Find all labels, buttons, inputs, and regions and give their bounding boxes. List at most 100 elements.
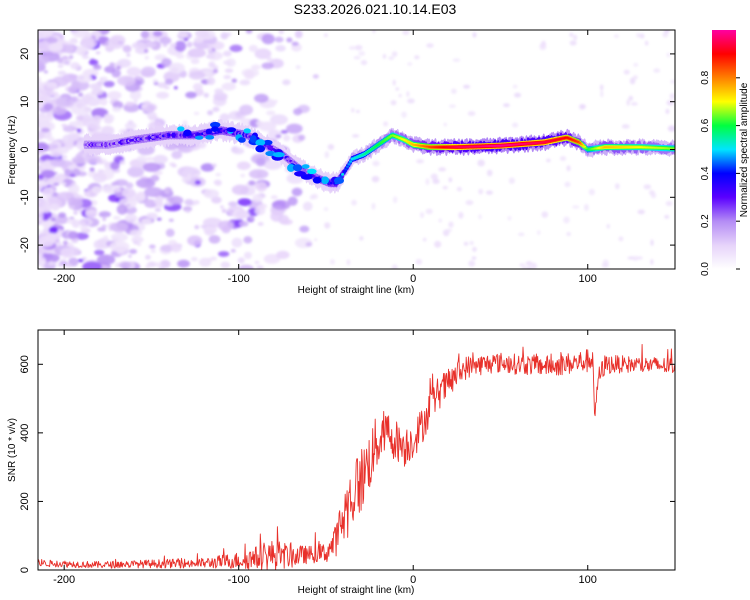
noise-blob (51, 144, 59, 149)
noise-blob (446, 228, 453, 233)
noise-blob (407, 98, 415, 104)
noise-blob (237, 257, 245, 264)
noise-blob (177, 259, 191, 268)
noise-blob (471, 256, 477, 260)
noise-blob (618, 236, 624, 242)
noise-blob (537, 230, 541, 235)
spectrogram-ridge (83, 118, 675, 194)
noise-blob (351, 134, 360, 138)
noise-blob (372, 30, 376, 34)
noise-blob (448, 221, 454, 228)
noise-blob (190, 58, 200, 65)
ridge-layer (83, 129, 675, 185)
noise-blob (95, 51, 101, 55)
noise-blob (91, 88, 104, 96)
noise-blob (633, 62, 639, 67)
noise-blob (57, 64, 64, 68)
noise-blob (206, 46, 213, 53)
ridge-blob (249, 135, 257, 143)
ridge-segment (341, 172, 345, 176)
noise-blob (141, 218, 152, 225)
noise-blob (664, 214, 670, 219)
noise-blob (62, 240, 68, 246)
noise-blob (223, 74, 232, 80)
noise-blob (71, 156, 88, 165)
ridge-segment (345, 165, 350, 168)
noise-blob (236, 161, 251, 170)
noise-blob (145, 156, 155, 162)
noise-blob (109, 62, 115, 68)
noise-blob (606, 223, 610, 229)
noise-blob (45, 113, 53, 117)
noise-blob (43, 30, 55, 35)
noise-blob (250, 64, 261, 70)
noise-blob (131, 236, 144, 243)
noise-blob (309, 195, 315, 200)
noise-blob (144, 199, 157, 208)
noise-blob (38, 75, 41, 84)
noise-blob (69, 173, 76, 177)
colorbar-axis: 0.0 0.2 0.4 0.6 0.8 (700, 70, 740, 276)
noise-blob (187, 48, 206, 58)
noise-blob (324, 151, 330, 159)
y-tick-label: 0 (19, 567, 31, 573)
noise-blob (254, 260, 260, 264)
y-tick-label: -20 (19, 237, 31, 253)
noise-blob (372, 160, 380, 167)
noise-blob (666, 100, 674, 106)
noise-blob (60, 257, 67, 262)
noise-blob (402, 30, 410, 35)
noise-blob (176, 53, 185, 59)
noise-blob (103, 80, 115, 88)
noise-blob (415, 258, 423, 265)
noise-blob (291, 187, 303, 197)
noise-blob (173, 86, 178, 90)
x-tick-label: 100 (579, 273, 597, 285)
noise-blob (153, 197, 164, 205)
noise-blob (183, 177, 191, 184)
noise-blob (458, 211, 464, 219)
noise-blob (135, 178, 156, 189)
noise-blob (346, 259, 351, 266)
noise-blob (228, 201, 238, 207)
colorbar-tick-label: 0.0 (700, 262, 711, 276)
noise-blob (199, 257, 212, 267)
noise-blob (46, 81, 58, 89)
snr-y-axis: 0 200 400 600 (19, 355, 675, 573)
snr-series-line (38, 343, 675, 570)
noise-blob (324, 222, 331, 229)
noise-blob (351, 107, 355, 113)
noise-blob (512, 84, 518, 89)
y-tick-label: 0 (19, 146, 31, 152)
noise-blob (521, 266, 530, 269)
noise-blob (47, 197, 57, 203)
noise-blob (670, 79, 675, 84)
noise-blob (255, 157, 266, 167)
noise-blob (162, 43, 168, 47)
y-tick-label: 400 (19, 424, 31, 442)
noise-blob (40, 94, 52, 103)
noise-blob (89, 192, 96, 197)
noise-blob (97, 169, 104, 173)
noise-blob (140, 103, 148, 109)
noise-blob (432, 178, 440, 185)
noise-blob (129, 229, 143, 237)
noise-blob (434, 240, 442, 248)
noise-blob (360, 60, 368, 66)
noise-blob (81, 94, 93, 101)
noise-blob (636, 33, 641, 38)
noise-blob (407, 62, 413, 66)
noise-blob (80, 36, 95, 45)
noise-blob (157, 82, 167, 88)
noise-blob (602, 259, 609, 267)
noise-blob (573, 34, 578, 41)
noise-blob (97, 227, 107, 232)
noise-blob (38, 256, 47, 266)
noise-blob (40, 127, 51, 133)
noise-blob (32, 193, 36, 197)
noise-blob (73, 210, 78, 215)
noise-blob (613, 34, 619, 38)
noise-blob (273, 99, 278, 104)
noise-blob (248, 44, 258, 53)
